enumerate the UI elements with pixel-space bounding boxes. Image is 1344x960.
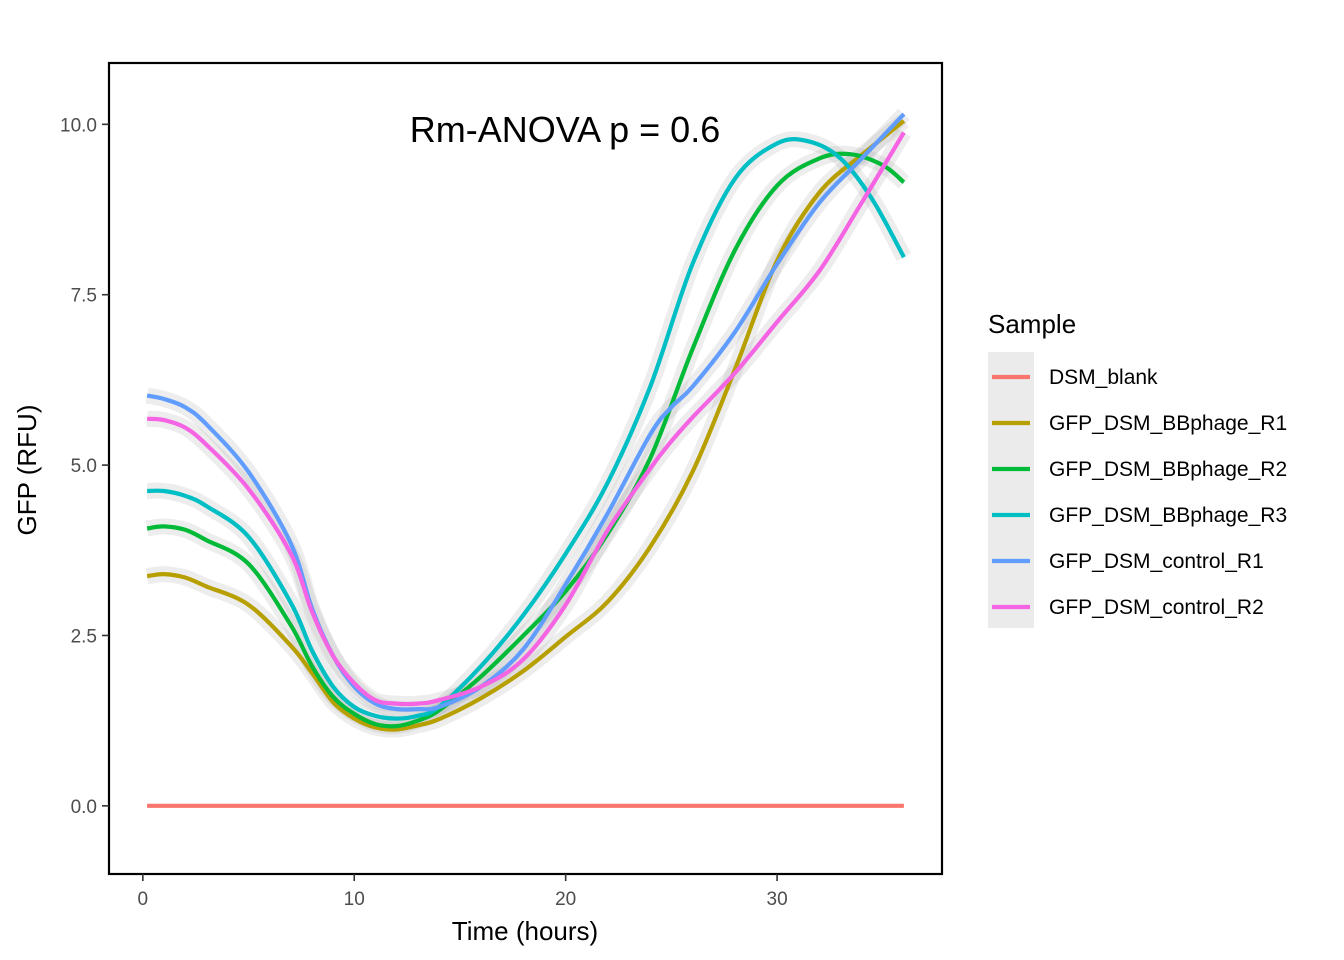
series-line-GFP_DSM_control_R2: [146, 131, 906, 707]
x-axis: 0 10 20 30: [138, 874, 788, 910]
x-tick-label: 20: [555, 889, 576, 910]
y-tick-label: 5.0: [71, 456, 97, 477]
legend-key-background: [988, 352, 1034, 628]
series-line-GFP_DSM_BBphage_R1: [146, 119, 906, 732]
legend: Sample DSM_blank GFP_DSM_BBphage_R1 GFP_DS…: [988, 309, 1287, 628]
plot-border: [107, 61, 944, 876]
legend-label: GFP_DSM_control_R2: [1049, 596, 1264, 619]
anova-annotation: Rm-ANOVA p = 0.6: [410, 109, 720, 150]
x-tick-label: 10: [344, 889, 365, 910]
y-tick-label: 10.0: [60, 115, 97, 136]
x-axis-title: Time (hours): [452, 916, 598, 946]
legend-items: DSM_blank GFP_DSM_BBphage_R1 GFP_DSM_BBpha…: [992, 366, 1287, 619]
series-lines: [146, 112, 906, 808]
legend-label: GFP_DSM_BBphage_R1: [1049, 412, 1287, 435]
y-axis-title: GFP (RFU): [12, 405, 42, 536]
series-line-GFP_DSM_control_R1: [146, 112, 906, 712]
x-tick-label: 0: [138, 889, 149, 910]
y-tick-label: 0.0: [71, 797, 97, 818]
y-tick-label: 2.5: [71, 626, 97, 647]
legend-title: Sample: [988, 309, 1076, 339]
legend-label: GFP_DSM_BBphage_R3: [1049, 504, 1287, 527]
y-tick-label: 7.5: [71, 286, 97, 307]
plot-area: [107, 61, 944, 876]
legend-label: DSM_blank: [1049, 366, 1158, 389]
x-tick-label: 30: [767, 889, 788, 910]
y-axis: 0.0 2.5 5.0 7.5 10.0: [60, 115, 109, 818]
legend-label: GFP_DSM_BBphage_R2: [1049, 458, 1287, 481]
series-line-GFP_DSM_BBphage_R3: [147, 137, 906, 721]
legend-label: GFP_DSM_control_R1: [1049, 550, 1264, 573]
